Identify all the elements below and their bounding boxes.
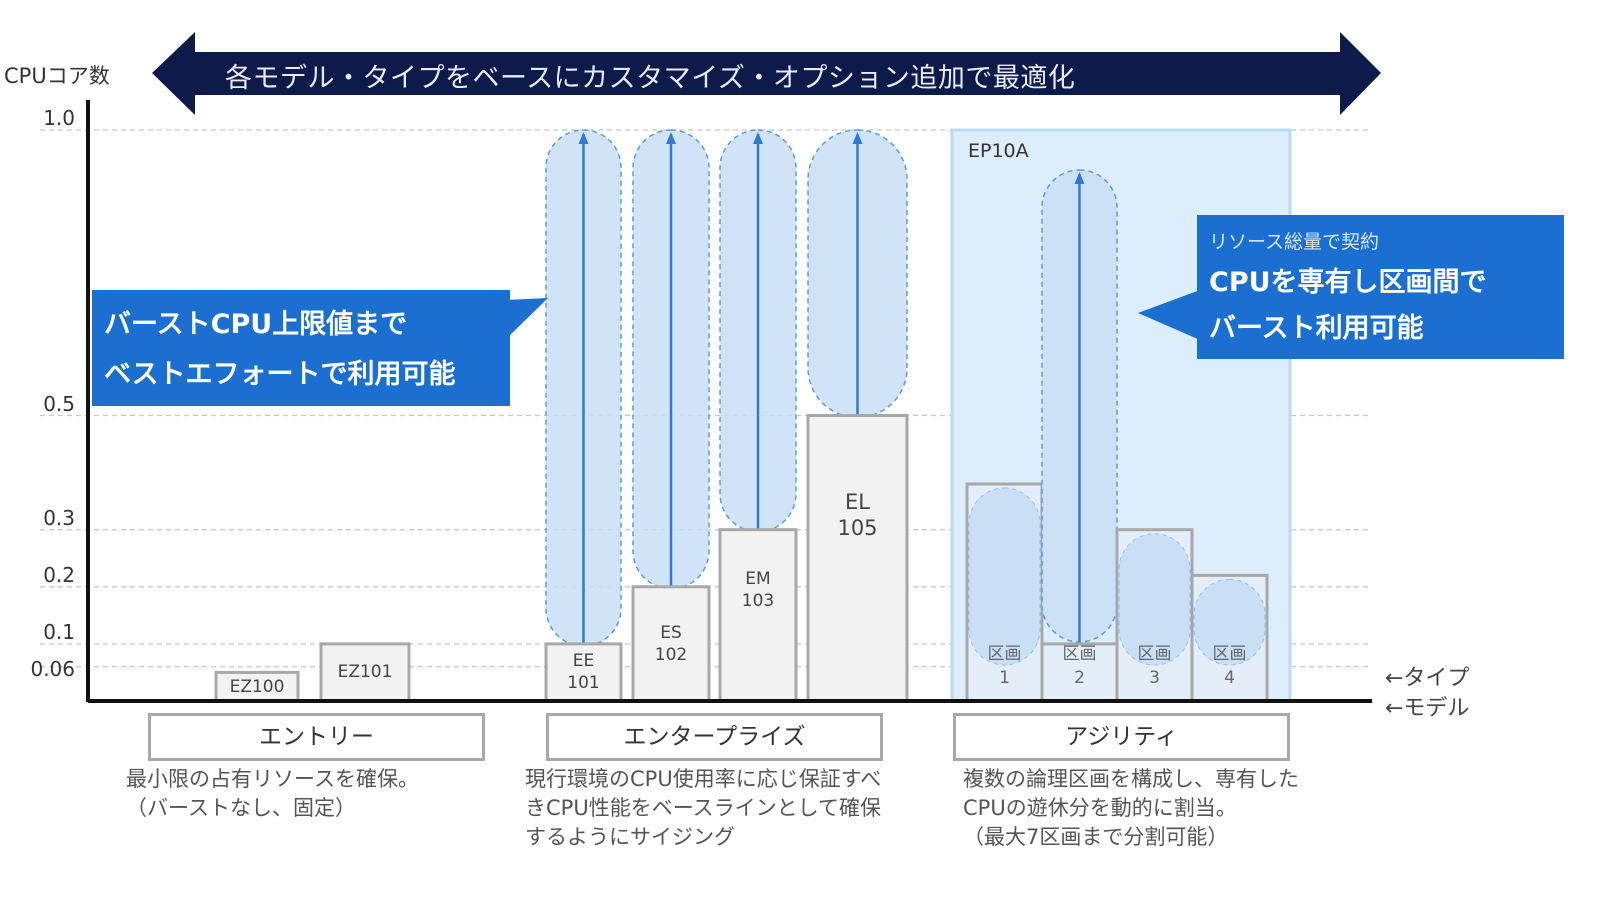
y-tick-label: 0.3 [43, 505, 75, 530]
y-tick-label: 0.1 [43, 619, 75, 644]
partition-label-line: 区画 [1137, 644, 1172, 664]
model-label-line: EZ101 [337, 662, 393, 683]
y-axis-label: CPUコア数 [4, 64, 110, 88]
agility-model-label: EP10A [968, 140, 1029, 162]
enterprise-description: 現行環境のCPU使用率に応じ保証すべ きCPU性能をベースラインとして確保 する… [525, 765, 881, 852]
callout-line: ベストエフォートで利用可能 [104, 359, 456, 390]
arrow-head-icon [578, 132, 589, 144]
partition-label-line: 1 [999, 668, 1010, 688]
partition-label-line: 2 [1074, 668, 1085, 688]
model-label-line: EZ100 [229, 676, 285, 697]
model-label-line: EM [745, 568, 771, 589]
partition-label-line: 区画 [1212, 644, 1247, 664]
callout-burst-best-effort: バーストCPU上限値まで ベストエフォートで利用可能 [92, 290, 510, 406]
partition-label-line: 3 [1149, 668, 1160, 688]
model-bar-EZ101 [319, 642, 411, 703]
entry-description: 最小限の占有リソースを確保。 （バーストなし、固定） [126, 765, 419, 823]
partition-label-2: 区画 2 [1042, 642, 1117, 690]
arrow-head-icon [666, 132, 676, 144]
model-label-EZ101: EZ101 [321, 661, 409, 683]
y-tick-label: 0.5 [43, 391, 75, 416]
model-label-line: EL [845, 490, 870, 515]
desc-line: CPUの遊休分を動的に割当。 [963, 796, 1237, 820]
partition-label-line: 区画 [1062, 644, 1097, 664]
callout-subtitle: リソース総量で契約 [1209, 231, 1380, 253]
banner-arrow [152, 32, 1381, 115]
legend-model: ←モデル [1385, 696, 1470, 721]
category-entry: エントリー [148, 713, 485, 761]
category-enterprise: エンタープライズ [546, 713, 883, 761]
model-label-line: EE [572, 651, 595, 672]
partition-burst-area [1118, 533, 1191, 666]
legend-type: ←タイプ [1385, 666, 1470, 691]
model-bar-EL105 [806, 414, 909, 703]
partition-label-4: 区画 4 [1192, 642, 1267, 690]
desc-line: 複数の論理区画を構成し、専有した [963, 767, 1299, 791]
callout-line: バーストCPU上限値まで [104, 309, 408, 340]
arrow-head-icon [753, 132, 763, 144]
desc-line: 現行環境のCPU使用率に応じ保証すべ [525, 767, 882, 791]
partition-label-1: 区画 1 [967, 642, 1042, 690]
partition-burst-area [968, 487, 1041, 666]
model-bar-ES102 [631, 585, 711, 703]
desc-line: するようにサイジング [525, 825, 735, 849]
banner-text: 各モデル・タイプをベースにカスタマイズ・オプション追加で最適化 [225, 63, 1076, 94]
model-bar-EM103 [718, 528, 798, 703]
model-label-line: 102 [654, 644, 688, 665]
model-label-line: 101 [567, 673, 600, 694]
callout-line: バースト利用可能 [1209, 313, 1424, 344]
arrow-head-icon [852, 132, 863, 144]
y-tick-label: 0.2 [43, 562, 75, 587]
agility-description: 複数の論理区画を構成し、専有した CPUの遊休分を動的に割当。 （最大7区画まで… [963, 765, 1299, 852]
callout-right-pointer [1138, 290, 1200, 340]
category-agility: アジリティ [953, 713, 1290, 761]
partition-label-line: 4 [1224, 668, 1235, 688]
model-label-EL105: EL 105 [808, 489, 907, 541]
model-label-line: 103 [741, 590, 775, 611]
desc-line: きCPU性能をベースラインとして確保 [525, 796, 882, 820]
y-tick-label: 0.06 [30, 656, 75, 681]
y-tick-label: 1.0 [43, 106, 75, 130]
model-label-line: 105 [837, 516, 878, 541]
callout-left-pointer [505, 298, 548, 340]
desc-line: 最小限の占有リソースを確保。 [126, 767, 419, 791]
callout-line: CPUを専有し区画間で [1209, 267, 1487, 298]
model-label-ES102: ES 102 [633, 622, 709, 666]
partition-label-line: 区画 [987, 644, 1022, 664]
partition-label-3: 区画 3 [1117, 642, 1192, 690]
desc-line: （バーストなし、固定） [126, 796, 356, 820]
arrow-head-icon [1074, 171, 1085, 184]
model-label-EM103: EM 103 [720, 568, 796, 612]
partition-burst-area [1193, 578, 1266, 666]
callout-dedicated-burst: リソース総量で契約 CPUを専有し区画間で バースト利用可能 [1197, 215, 1564, 359]
model-label-EZ100: EZ100 [216, 676, 298, 698]
model-label-EE101: EE 101 [546, 650, 621, 694]
desc-line: （最大7区画まで分割可能） [963, 825, 1229, 849]
model-label-line: ES [660, 622, 682, 643]
